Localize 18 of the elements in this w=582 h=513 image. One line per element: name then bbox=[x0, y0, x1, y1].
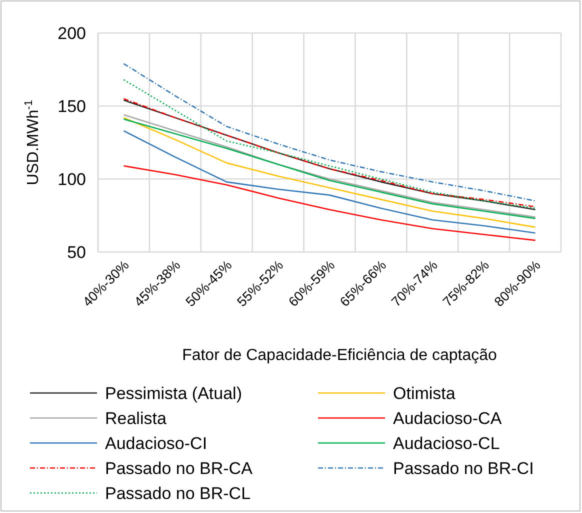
legend-label: Audacioso-CL bbox=[393, 434, 500, 453]
legend-label: Passado no BR-CL bbox=[105, 484, 251, 503]
y-tick-label: 150 bbox=[58, 96, 86, 116]
legend-label: Otimista bbox=[393, 384, 456, 403]
legend-label: Audacioso-CA bbox=[393, 408, 502, 428]
y-tick-label: 50 bbox=[67, 242, 86, 262]
legend-label: Pessimista (Atual) bbox=[105, 384, 242, 403]
line-series bbox=[123, 79, 536, 209]
legend-label: Passado no BR-CA bbox=[105, 458, 254, 478]
legend-label: Audacioso-CI bbox=[105, 434, 208, 453]
legend-label: Passado no BR-CI bbox=[393, 458, 534, 478]
legend-label: Realista bbox=[105, 408, 167, 428]
line-series bbox=[123, 165, 536, 241]
y-tick-label: 100 bbox=[58, 170, 86, 189]
line-series bbox=[123, 130, 536, 234]
line-series bbox=[123, 63, 536, 202]
x-axis-title: Fator de Capacidade-Eficiência de captação bbox=[182, 347, 498, 364]
y-tick-label: 200 bbox=[58, 24, 86, 43]
